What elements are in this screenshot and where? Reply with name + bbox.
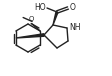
Text: HO: HO [34,3,46,11]
Text: NH: NH [68,23,80,32]
Polygon shape [16,34,44,38]
Text: O: O [69,3,75,12]
Text: O: O [28,16,33,22]
Polygon shape [53,12,57,25]
